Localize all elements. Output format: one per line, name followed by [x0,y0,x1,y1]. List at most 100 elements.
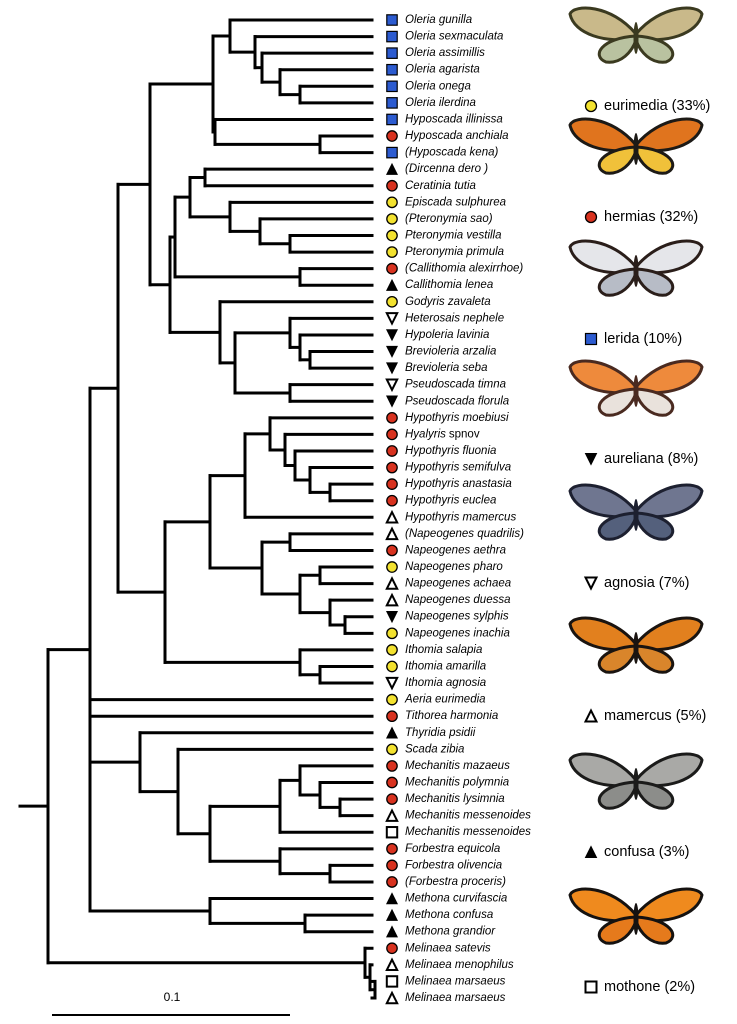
butterfly-body [633,133,639,165]
butterfly-hindwing [597,511,638,541]
ring-symbol [385,892,399,905]
butterfly-hindwing [634,780,675,810]
taxon-name: (Hyposcada kena) [405,147,498,159]
taxon-label: Ithomia amarilla [405,661,486,673]
taxon-name: Methona confusa [405,909,493,921]
legend-entry: mamercus (5%) [568,616,707,724]
taxon-label: Oleria assimillis [405,47,485,59]
ring-symbol [584,332,598,346]
butterfly-hindwing [634,387,675,417]
taxon-label: Mechanitis mazaeus [405,760,510,772]
taxon-name: Oleria ilerdina [405,97,476,109]
butterfly-hindwing [597,644,638,674]
taxon-label: Oleria onega [405,80,471,92]
taxon-label: Methona confusa [405,909,493,921]
taxon-name: Oleria onega [405,80,471,92]
ring-symbol [385,676,399,691]
butterfly-body [633,255,639,287]
legend-entry: mothone (2%) [568,887,704,995]
butterfly-forewing [634,117,704,153]
taxon-name: Hyposcada illinissa [405,113,503,125]
taxon-label: Brevioleria seba [405,362,487,374]
taxon-label: Forbestra equicola [405,843,500,855]
ring-symbol [385,975,399,988]
ring-symbol [386,793,398,805]
ring-symbol [385,509,399,524]
butterfly-body [633,632,639,664]
ring-symbol [385,925,399,938]
taxon-name: (Pteronymia sao) [405,213,493,225]
taxon-label: Callithomia lenea [405,279,493,291]
butterfly-forewing [634,752,704,788]
ring-name: hermias [604,209,656,225]
taxa: Oleria gunilla Oleria sexmaculata Oleria a… [385,14,531,1005]
taxon-label: Melinaea menophilus [405,959,514,971]
butterfly-hindwing [597,145,638,175]
legend-label: eurimedia (33%) [604,98,710,114]
taxon-name: Mechanitis polymnia [405,777,509,789]
ring-symbol [386,295,398,308]
butterfly-hindwing [634,644,675,674]
taxon-label: Oleria agarista [405,64,480,76]
taxon-label: Pteronymia primula [405,246,504,258]
taxon-name: Mechanitis messenoides [405,810,531,822]
ring-symbol [385,378,399,393]
ring-symbol [386,644,398,656]
taxon-name: Ithomia agnosia [405,677,486,689]
taxon-name: (Forbestra proceris) [405,876,506,888]
ring-symbol [584,453,598,466]
taxon-name: Oleria sexmaculata [405,31,503,43]
taxon-name: Melinaea marsaeus [405,975,506,987]
legend-label: agnosia (7%) [604,575,689,591]
butterfly-hindwing [597,267,638,297]
taxon-name: Thyridia psidii [405,727,476,739]
butterfly-forewing [634,616,704,652]
taxon-label: Methona grandior [405,926,496,938]
ring-name: lerida [604,331,640,347]
butterfly-hindwing [597,387,638,417]
butterfly-hindwing [597,780,638,810]
ring-symbol [385,990,399,1005]
taxon-label: Pseudoscada timna [405,379,506,391]
ring-share: (8%) [668,451,699,467]
ring-share: (5%) [676,708,707,724]
taxon-name: Methona curvifascia [405,893,507,905]
taxon-label: Hypothyris euclea [405,495,496,507]
taxon-name: Forbestra equicola [405,843,500,855]
taxon-name: Pteronymia vestilla [405,230,502,242]
ring-name: aureliana [604,451,665,467]
taxon-name: Pteronymia primula [405,246,504,258]
ring-symbol [386,445,398,457]
taxon-label: Hypothyris mamercus [405,511,516,523]
ring-symbol [386,942,398,955]
taxon-label: Scada zibia [405,743,464,755]
legend-entry: eurimedia (33%) [568,6,710,114]
ring-symbol [385,576,399,590]
taxon-name: Pseudoscada timna [405,379,506,391]
taxon-label: Godyris zavaleta [405,296,491,308]
legend-entry: aureliana (8%) [568,359,704,467]
taxon-name: Ceratinia tutia [405,180,476,192]
taxon-name: Hypothyris mamercus [405,511,516,523]
ring-symbol [386,179,398,192]
taxon-label: Hypothyris fluonia [405,445,496,457]
taxon-name: (Napeogenes quadrilis) [405,528,524,540]
taxon-name: Brevioleria seba [405,362,487,374]
butterfly-body [633,768,639,800]
taxon-name: Hyalyris [405,428,446,440]
ring-name: eurimedia [604,98,669,114]
ring-symbol [386,14,398,26]
ring-symbol [386,63,398,76]
taxon-label: Napeogenes pharo [405,561,503,573]
legend-entry: agnosia (7%) [568,483,704,591]
taxon-name: Hypoleria lavinia [405,329,489,341]
butterfly-forewing [634,887,704,923]
ring-symbol [386,80,398,93]
taxon-label: (Dircenna dero ) [405,163,488,175]
ring-symbol [386,146,398,159]
butterfly-forewing [634,359,704,395]
taxon-label: Hyalyris spnov [405,428,480,440]
taxon-name: Ithomia salapia [405,644,482,656]
ring-share: (2%) [664,979,695,995]
ring-symbol [386,97,398,109]
